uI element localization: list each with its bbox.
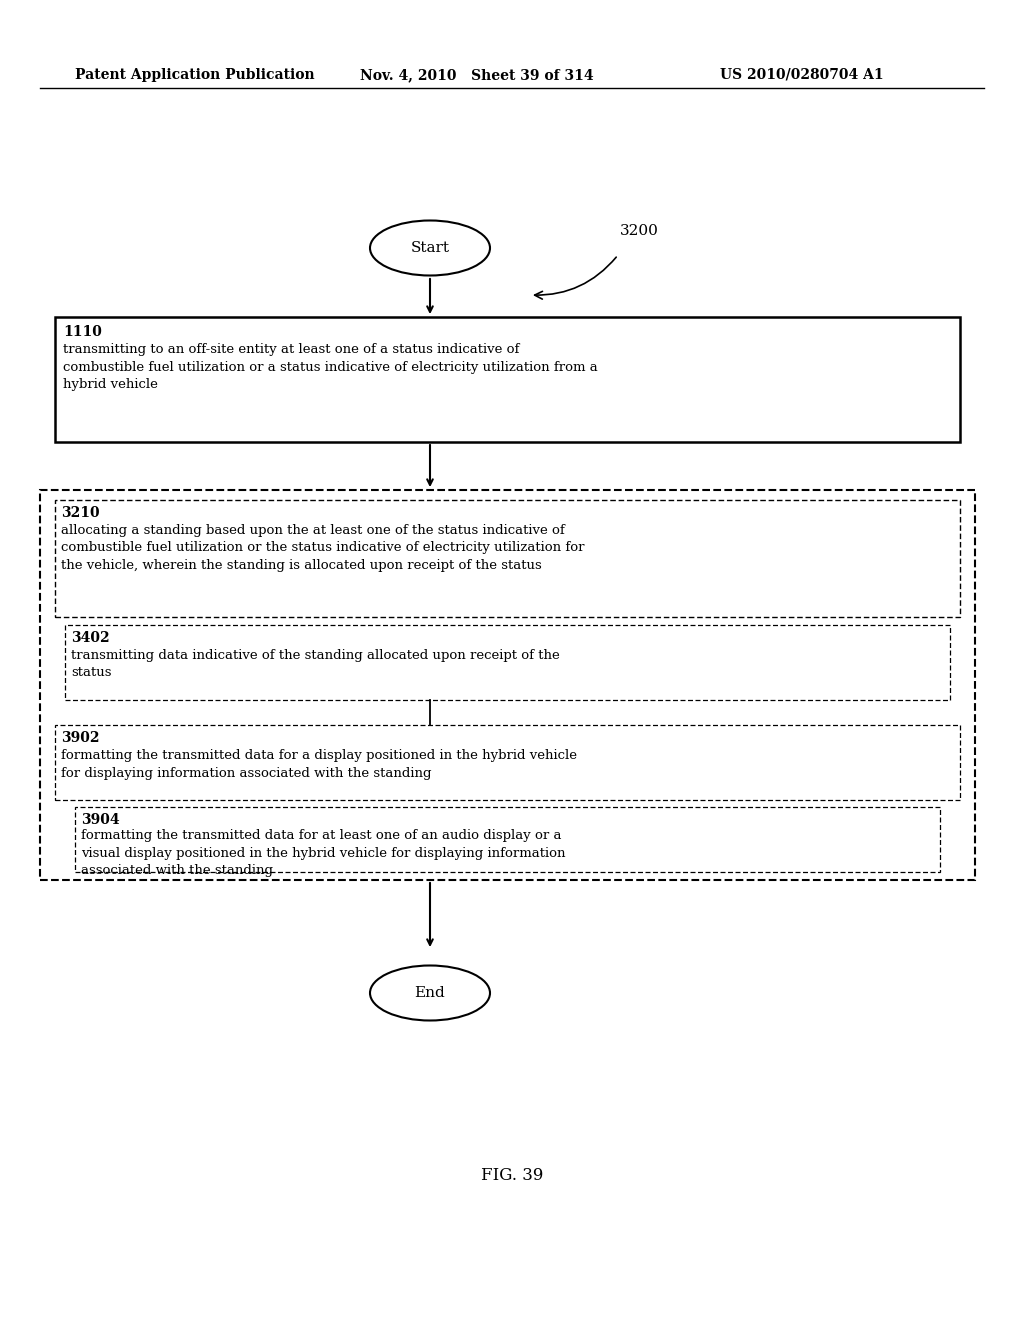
Bar [40,490,975,880]
Text: 3904: 3904 [81,813,120,828]
FancyArrowPatch shape [535,257,616,300]
Text: Start: Start [411,242,450,255]
Text: Patent Application Publication: Patent Application Publication [75,69,314,82]
Text: US 2010/0280704 A1: US 2010/0280704 A1 [720,69,884,82]
Text: formatting the transmitted data for at least one of an audio display or a
visual: formatting the transmitted data for at l… [81,829,565,876]
Text: transmitting data indicative of the standing allocated upon receipt of the
statu: transmitting data indicative of the stan… [71,649,560,680]
Text: 1110: 1110 [63,325,101,339]
Text: 3402: 3402 [71,631,110,645]
Text: Nov. 4, 2010   Sheet 39 of 314: Nov. 4, 2010 Sheet 39 of 314 [360,69,594,82]
Text: transmitting to an off-site entity at least one of a status indicative of
combus: transmitting to an off-site entity at le… [63,343,598,391]
Bar [55,317,961,442]
Text: allocating a standing based upon the at least one of the status indicative of
co: allocating a standing based upon the at … [61,524,585,572]
Text: formatting the transmitted data for a display positioned in the hybrid vehicle
f: formatting the transmitted data for a di… [61,748,577,780]
Text: End: End [415,986,445,1001]
Bar [65,624,950,700]
Bar [55,500,961,616]
Text: 3200: 3200 [620,224,658,238]
Text: 3210: 3210 [61,506,99,520]
Text: FIG. 39: FIG. 39 [481,1167,543,1184]
Bar [55,725,961,800]
Bar [75,807,940,873]
Text: 3902: 3902 [61,731,99,744]
